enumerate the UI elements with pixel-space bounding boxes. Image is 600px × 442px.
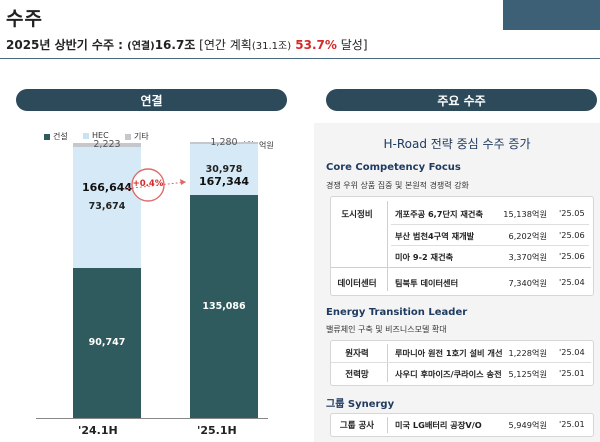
category-label: 그룹 공사 xyxy=(339,421,375,431)
growth-label: +0.4% xyxy=(132,179,164,189)
order-date: '25.04 xyxy=(559,347,585,357)
order-date: '25.01 xyxy=(559,419,585,429)
section-box-energy: 원자력 루마니아 원전 1호기 설비 개선 1,228억원 '25.04 전력망… xyxy=(330,340,594,386)
total-label-2024: 166,644 xyxy=(81,181,133,194)
bar-segment-construction xyxy=(73,268,141,418)
subtitle-amount: 16.7조 xyxy=(154,38,196,52)
row-divider xyxy=(391,245,589,246)
section-box-core: 도시정비 개포주공 6,7단지 재건축 15,138억원 '25.05 부산 범… xyxy=(330,196,594,296)
section-title-synergy: 그룹 Synergy xyxy=(326,399,395,410)
page-subtitle: 2025년 상반기 수주 : (연결)16.7조 [연간 계획(31.1조) 5… xyxy=(6,36,368,53)
order-amount: 6,202억원 xyxy=(508,231,547,241)
group-divider xyxy=(331,267,591,268)
growth-arrowhead xyxy=(180,179,186,185)
order-date: '25.04 xyxy=(559,277,585,287)
segment-value-label: 73,674 xyxy=(88,201,126,213)
bar-segment-other xyxy=(73,143,141,147)
order-amount: 5,949억원 xyxy=(508,420,547,430)
bar-segment-other xyxy=(190,141,258,144)
x-tick-label-2025: '25.1H xyxy=(197,424,237,437)
header-corner-block xyxy=(503,0,600,30)
panel-title-text: 전략 중심 수주 증가 xyxy=(426,137,531,151)
panel-title: H-Road 전략 중심 수주 증가 xyxy=(314,135,600,152)
order-date: '25.06 xyxy=(559,251,585,261)
order-amount: 5,125억원 xyxy=(508,369,547,379)
row-divider xyxy=(331,362,591,363)
order-date: '25.05 xyxy=(559,208,585,218)
subtitle-scope: (연결) xyxy=(127,41,155,52)
subtitle-rate: 53.7% xyxy=(291,38,337,52)
category-label: 전력망 xyxy=(345,370,369,380)
header-divider xyxy=(0,58,600,59)
growth-indicator xyxy=(123,168,187,202)
legend-hec: HEC xyxy=(83,131,109,140)
subtitle-lead: 2025년 상반기 수주 : xyxy=(6,38,128,52)
project-name: 사우디 후마이즈/쿠라이스 송전 xyxy=(395,369,502,379)
project-name: 개포주공 6,7단지 재건축 xyxy=(395,209,483,219)
chart-baseline xyxy=(36,418,268,419)
project-name: 팀북투 데이터센터 xyxy=(395,278,459,288)
x-tick-label-2024: '24.1H xyxy=(78,424,118,437)
legend-swatch xyxy=(125,133,131,140)
legend-label: HEC xyxy=(92,131,109,140)
subtitle-achieved: 달성] xyxy=(336,38,368,52)
project-name: 미국 LG배터리 공장V/O xyxy=(395,420,482,430)
page-title: 수주 xyxy=(6,8,43,30)
section-box-synergy: 그룹 공사 미국 LG배터리 공장V/O 5,949억원 '25.01 xyxy=(330,413,594,437)
total-label-2025: 167,344 xyxy=(198,175,250,188)
legend-label: 건설 xyxy=(53,132,68,141)
project-name: 부산 범천4구역 재개발 xyxy=(395,231,475,241)
section-desc-energy: 밸류체인 구축 및 비즈니스모델 확대 xyxy=(326,325,447,334)
legend-other: 기타 xyxy=(125,131,149,142)
section-desc-core: 경쟁 우위 상품 집중 및 본원적 경쟁력 강화 xyxy=(326,181,469,190)
column-divider xyxy=(387,417,388,433)
legend-construction: 건설 xyxy=(44,131,68,142)
segment-value-label: 90,747 xyxy=(88,337,126,349)
order-date: '25.01 xyxy=(559,368,585,378)
panel-title-strategy: H-Road xyxy=(383,137,427,151)
project-name: 미아 9-2 재건축 xyxy=(395,252,454,262)
column-divider xyxy=(387,344,388,382)
segment-value-label: 2,223 xyxy=(93,138,121,150)
section-title-energy: Energy Transition Leader xyxy=(326,307,468,318)
order-amount: 3,370억원 xyxy=(508,252,547,262)
legend-swatch xyxy=(83,132,89,139)
segment-value-label: 30,978 xyxy=(205,163,243,175)
legend-label: 기타 xyxy=(134,132,149,141)
major-orders-header: 주요 수주 xyxy=(326,89,597,111)
segment-value-label: 135,086 xyxy=(202,300,246,312)
order-date: '25.06 xyxy=(559,230,585,240)
consolidated-header: 연결 xyxy=(16,89,287,111)
column-divider xyxy=(387,201,388,291)
row-divider xyxy=(391,224,589,225)
bar-segment-construction xyxy=(190,195,258,418)
subtitle-plan-amount: (31.1조) xyxy=(251,41,292,52)
legend-swatch xyxy=(44,133,50,140)
project-name: 루마니아 원전 1호기 설비 개선 xyxy=(395,348,503,358)
section-title-core: Core Competency Focus xyxy=(326,162,461,173)
category-label: 원자력 xyxy=(345,349,369,359)
order-amount: 15,138억원 xyxy=(503,209,547,219)
bar-segment-hec xyxy=(190,143,258,196)
order-amount: 7,340억원 xyxy=(508,278,547,288)
bar-segment-hec xyxy=(73,146,141,269)
order-amount: 1,228억원 xyxy=(508,348,547,358)
category-label: 데이터센터 xyxy=(337,279,377,289)
growth-circle xyxy=(131,168,165,202)
segment-value-label: 1,280 xyxy=(210,136,238,148)
subtitle-plan: [연간 계획 xyxy=(195,38,252,52)
category-label: 도시정비 xyxy=(341,210,373,220)
